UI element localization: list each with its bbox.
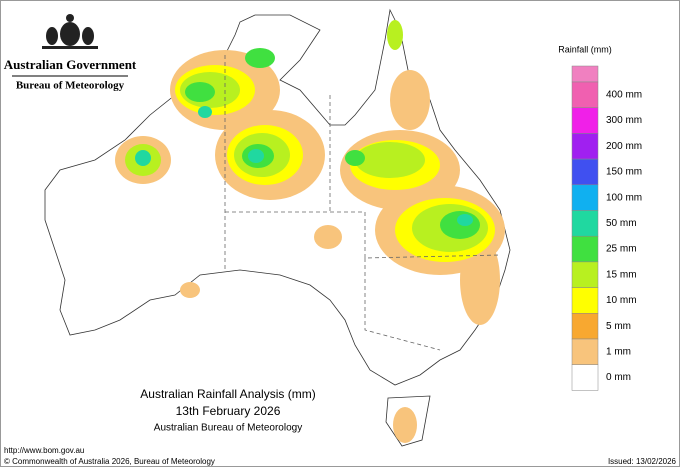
legend-swatch [571,81,599,108]
legend-label: 15 mm [606,269,637,280]
map-title: Australian Rainfall Analysis (mm) [140,387,315,401]
legend-label: 10 mm [606,295,637,306]
legend-swatch [571,261,599,288]
legend-swatch [571,287,599,314]
footer-issued: Issued: 13/02/2026 [608,457,677,466]
legend-label: 50 mm [606,218,637,229]
legend-swatch [571,313,599,340]
legend-swatch [571,235,599,263]
australia [44,8,511,447]
legend-swatch [571,184,599,211]
legend-label: 200 mm [606,141,642,152]
legend-label: 25 mm [606,244,637,255]
legend-label: 1 mm [606,346,631,357]
government-name: Australian Government [4,57,137,72]
legend-swatch [571,338,599,365]
footer-copyright: © Commonwealth of Australia 2026, Bureau… [4,457,215,466]
map-date: 13th February 2026 [176,404,281,418]
legend-swatch [571,210,599,237]
legend-swatch [571,133,599,160]
legend-swatch [571,158,599,186]
legend-title: Rainfall (mm) [558,44,612,54]
legend-label: 300 mm [606,115,642,126]
bureau-name: Bureau of Meteorology [16,80,125,92]
legend-label: 0 mm [606,372,631,383]
footer-url: http://www.bom.gov.au [4,446,84,455]
legend-label: 400 mm [606,89,642,100]
legend-label: 150 mm [606,167,642,178]
legend: 400 mm 300 mm 200 mm 150 mm 100 mm 50 mm 25 mm… [571,81,642,391]
crest [42,14,98,49]
legend-top-swatch [571,65,599,83]
legend-label: 100 mm [606,192,642,203]
legend-label: 5 mm [606,321,631,332]
legend-swatch [571,107,599,134]
map-source: Australian Bureau of Meteorology [154,423,302,434]
legend-swatch [571,364,599,391]
